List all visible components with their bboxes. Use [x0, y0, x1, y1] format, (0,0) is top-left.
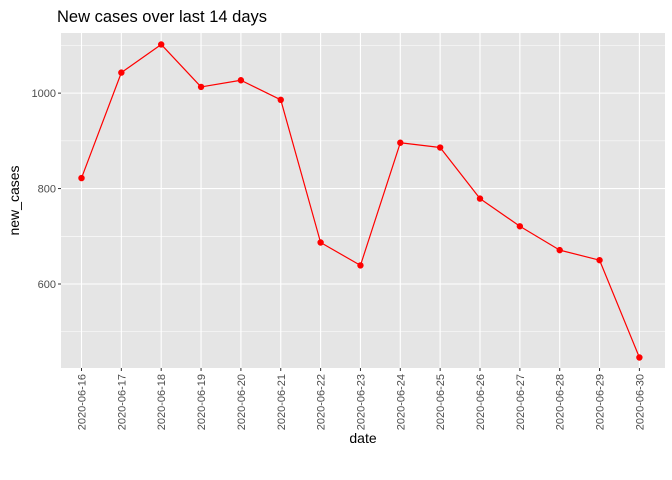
x-tick-label: 2020-06-21: [276, 374, 288, 430]
data-point: [357, 262, 364, 269]
x-tick-label: 2020-06-28: [555, 374, 567, 430]
x-tick-label: 2020-06-24: [395, 374, 407, 430]
data-point: [118, 69, 125, 76]
x-tick-label: 2020-06-18: [156, 374, 168, 430]
x-tick-label: 2020-06-19: [196, 374, 208, 430]
data-point: [596, 256, 603, 264]
y-tick-label: 800: [38, 184, 56, 196]
x-tick-label: 2020-06-20: [236, 374, 248, 430]
data-point: [317, 239, 324, 246]
plot-panel: [61, 33, 665, 368]
x-tick-label: 2020-06-23: [355, 374, 367, 430]
y-axis-title: new_cases: [6, 165, 22, 235]
x-tick-label: 2020-06-30: [634, 374, 646, 430]
x-tick-label: 2020-06-25: [435, 374, 447, 430]
x-tick-label: 2020-06-16: [77, 374, 89, 430]
y-tick-label: 600: [38, 279, 56, 291]
chart-title: New cases over last 14 days: [57, 8, 267, 26]
data-point: [476, 195, 484, 202]
data-point: [158, 41, 165, 48]
data-point: [197, 83, 205, 91]
series-layer: [78, 41, 643, 361]
data-point: [436, 144, 444, 151]
x-tick-label: 2020-06-27: [515, 374, 527, 430]
x-tick-label: 2020-06-26: [475, 374, 487, 430]
data-point: [78, 174, 85, 182]
y-tick-label: 1000: [32, 88, 56, 100]
x-axis-title: date: [349, 430, 376, 446]
x-tick-label: 2020-06-22: [316, 374, 328, 430]
x-tick-label: 2020-06-17: [116, 374, 128, 430]
data-point: [556, 246, 563, 254]
data-point: [636, 354, 643, 361]
axis-layer: 600 800 1000 2020-06-16 2020-06-17 2020-06-18…: [32, 88, 647, 430]
x-tick-label: 2020-06-29: [595, 374, 607, 430]
data-point: [277, 96, 284, 104]
data-point: [397, 139, 404, 146]
data-point: [237, 77, 245, 84]
data-point: [516, 223, 524, 230]
